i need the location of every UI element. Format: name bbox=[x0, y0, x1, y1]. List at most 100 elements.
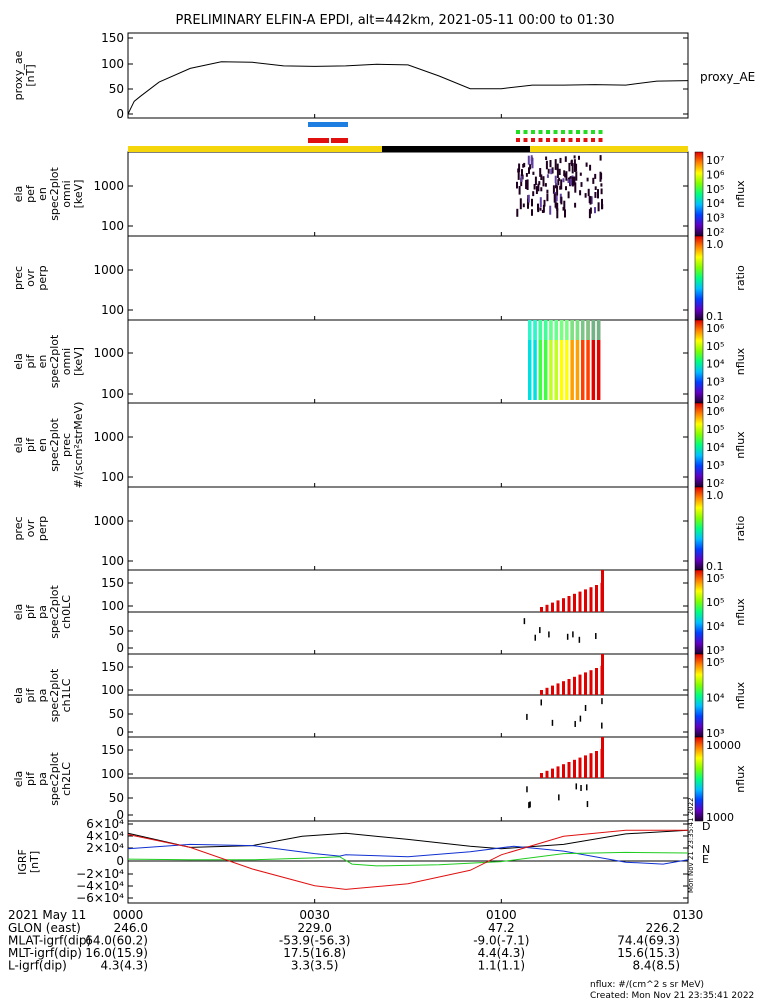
pef-pixel bbox=[517, 172, 520, 180]
ylabel-igrf: [nT] bbox=[28, 851, 41, 873]
pef-pixel bbox=[527, 194, 530, 203]
pef-pixel bbox=[580, 182, 583, 187]
obo-dot bbox=[591, 138, 595, 142]
colorbar-ch2 bbox=[694, 736, 704, 822]
igrf-line-total bbox=[127, 829, 688, 890]
ylabel-pifprec: #/(scm²strMeV) bbox=[72, 402, 85, 489]
footer: 2021 May 11 nflux: #/(cm^2 s sr MeV) Cre… bbox=[8, 908, 754, 1000]
footer-row-value: 3.3(3.5) bbox=[291, 959, 339, 973]
pef-pixel bbox=[526, 179, 529, 190]
pif-column bbox=[543, 320, 548, 400]
ibo-dot bbox=[531, 130, 535, 134]
pef-pixel bbox=[587, 188, 590, 197]
ch1-column bbox=[556, 683, 560, 695]
ch1-pixel bbox=[601, 698, 603, 705]
pef-pixel bbox=[554, 159, 557, 170]
pef-pixel bbox=[517, 168, 520, 173]
pef-pixel bbox=[563, 200, 566, 211]
science-zone-bar bbox=[331, 138, 348, 143]
ytick-label-ch2: 150 bbox=[101, 743, 124, 757]
ch1-pixel bbox=[574, 720, 576, 727]
pef-pixel bbox=[537, 207, 540, 213]
pef-pixel bbox=[589, 207, 592, 214]
obo-dot bbox=[546, 138, 550, 142]
panel-frame-pif bbox=[127, 319, 689, 404]
ylabel-pifprec: prec bbox=[60, 433, 73, 457]
pef-pixel bbox=[594, 192, 597, 198]
ch0-column bbox=[595, 585, 598, 612]
pif-column bbox=[581, 320, 585, 400]
pef-pixel bbox=[573, 176, 576, 186]
footer-row-label: L-igrf(dip) bbox=[8, 959, 67, 973]
pef-pixel bbox=[560, 196, 563, 205]
pef-pixel bbox=[599, 155, 602, 161]
colorbar-tick-ch1: 10⁵ bbox=[706, 656, 724, 669]
pif-column bbox=[528, 320, 532, 400]
ch0-pixel bbox=[523, 618, 526, 625]
ch1-column bbox=[584, 672, 587, 695]
ytick-label-igrf: −6×10⁴ bbox=[76, 891, 124, 905]
colorbar-unit-ch0: nflux bbox=[734, 598, 747, 626]
pef-pixel bbox=[567, 191, 570, 199]
pef-pixel bbox=[535, 186, 538, 194]
science-zone-bar bbox=[308, 122, 348, 127]
pef-pixel bbox=[565, 186, 567, 191]
pef-pixel bbox=[542, 176, 545, 187]
ibo-dot bbox=[546, 130, 550, 134]
ylabel-pef: ela bbox=[12, 186, 25, 203]
ch0-pixel bbox=[572, 631, 574, 638]
ch0-column bbox=[556, 600, 560, 612]
pef-pixel bbox=[601, 204, 604, 209]
ch0-column bbox=[584, 589, 587, 612]
ibo-dot bbox=[568, 130, 573, 134]
pif-column bbox=[538, 320, 543, 400]
colorbar-tick-pif: 10⁵ bbox=[706, 340, 724, 353]
pef-pixel bbox=[521, 169, 523, 177]
pif-column-top bbox=[543, 320, 548, 340]
pef-pixel bbox=[558, 168, 561, 175]
pef-pixel bbox=[516, 181, 518, 189]
colorbar-tick-pef: 10³ bbox=[706, 212, 724, 225]
ylabel-ch1: ch1LC bbox=[60, 678, 73, 712]
pef-pixel bbox=[547, 168, 550, 174]
pif-column-top bbox=[549, 320, 553, 340]
ch2-pixel bbox=[586, 801, 589, 808]
pef-pixel bbox=[553, 193, 556, 203]
pif-column bbox=[591, 320, 596, 400]
ytick-label-ch2: 50 bbox=[109, 791, 124, 805]
colorbar-tick-prec1: 0.1 bbox=[706, 310, 724, 323]
panel-frame-ae bbox=[127, 32, 689, 119]
pef-pixel bbox=[531, 198, 533, 207]
footer-row-value: 15.6(15.3) bbox=[617, 946, 680, 960]
pef-pixel bbox=[567, 179, 570, 183]
ch1-pixel bbox=[540, 699, 542, 706]
ch2-pixel bbox=[585, 784, 588, 791]
footer-row-value: 4.3(4.3) bbox=[100, 959, 148, 973]
pef-pixel bbox=[559, 157, 562, 164]
xtick-label: 0100 bbox=[486, 908, 517, 922]
footer-row-value: 229.0 bbox=[297, 921, 331, 935]
colorbar-unit-prec2: ratio bbox=[734, 516, 747, 542]
ch0-column bbox=[562, 598, 565, 612]
ylabel-pifprec: pif bbox=[24, 437, 37, 452]
ylabel-pifprec: spec2plot bbox=[48, 418, 61, 472]
pef-pixel bbox=[538, 181, 541, 185]
ytick-label-igrf: 4×10⁴ bbox=[86, 829, 124, 843]
ylabel-ae: proxy_ae bbox=[12, 50, 25, 100]
pif-column bbox=[565, 320, 569, 400]
ytick-label-ch1: 150 bbox=[101, 660, 124, 674]
pef-pixel bbox=[597, 202, 600, 212]
pef-pixel bbox=[556, 163, 559, 171]
ch1-column bbox=[562, 681, 565, 695]
colorbar-tick-prec2: 1.0 bbox=[706, 489, 724, 502]
pif-column-top bbox=[591, 320, 596, 340]
ylabel-pif: en bbox=[36, 355, 49, 369]
pef-pixel bbox=[578, 155, 580, 160]
ch2-column bbox=[551, 768, 554, 778]
igrf-line-D bbox=[127, 829, 689, 850]
ytick-label-prec2: 1000 bbox=[93, 514, 124, 528]
obo-dot bbox=[538, 138, 543, 142]
ytick-label-pif: 1000 bbox=[93, 346, 124, 360]
ch2-column bbox=[540, 773, 543, 778]
